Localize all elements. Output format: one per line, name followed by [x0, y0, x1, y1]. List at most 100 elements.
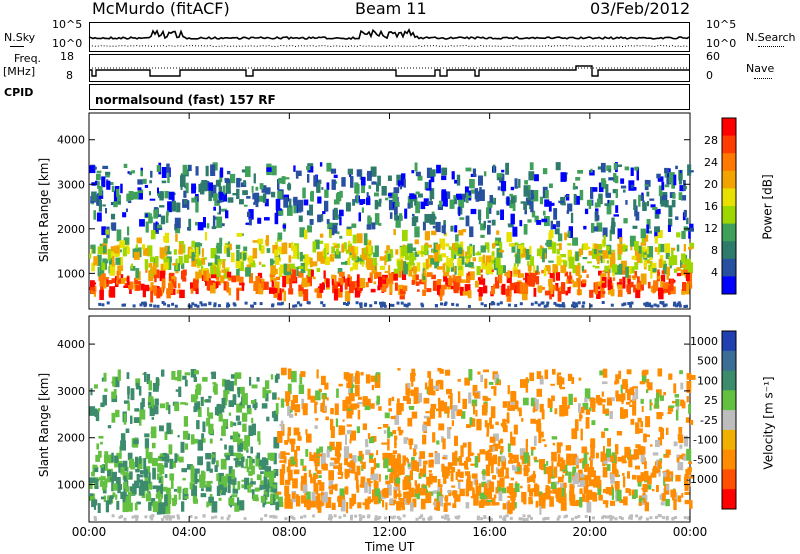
power-echo [144, 284, 150, 292]
power-echo [527, 260, 530, 267]
velocity-echo [207, 461, 210, 472]
velocity-echo [449, 427, 452, 430]
power-echo [442, 263, 446, 273]
velocity-echo [422, 472, 427, 478]
power-echo [210, 248, 217, 259]
velocity-echo [294, 404, 301, 413]
velocity-ground-echo [329, 517, 333, 521]
velocity-echo [545, 466, 551, 475]
velocity-echo [362, 423, 367, 430]
power-echo [523, 282, 529, 295]
power-echo [631, 255, 637, 260]
velocity-echo [647, 382, 653, 391]
power-echo [404, 255, 409, 261]
velocity-echo [629, 387, 635, 396]
power-echo [274, 249, 279, 257]
power-echo [260, 282, 264, 289]
velocity-echo [164, 474, 168, 478]
velocity-echo [316, 369, 319, 379]
velocity-echo [134, 408, 140, 412]
velocity-echo [317, 480, 322, 485]
power-echo [593, 249, 597, 255]
power-echo [633, 199, 637, 210]
velocity-echo [660, 501, 665, 506]
velocity-echo [538, 433, 542, 444]
power-echo [422, 289, 426, 296]
velocity-echo [687, 467, 692, 472]
power-ground-echo [227, 304, 231, 307]
velocity-echo [351, 462, 356, 474]
velocity-echo [449, 405, 455, 409]
power-echo [478, 189, 485, 201]
power-echo [198, 269, 204, 279]
power-echo [393, 229, 396, 236]
power-echo [499, 241, 503, 254]
power-echo [379, 265, 386, 270]
power-echo [127, 226, 130, 236]
power-echo [156, 290, 162, 297]
power-echo [602, 227, 608, 237]
velocity-echo [590, 438, 596, 448]
power-echo [320, 257, 327, 264]
power-echo [401, 259, 404, 271]
power-echo [531, 210, 536, 218]
power-echo [399, 289, 406, 295]
power-echo [436, 164, 441, 174]
power-ground-echo [589, 304, 593, 308]
velocity-ground-echo [144, 515, 148, 519]
colorbar-tick-label: 4 [711, 266, 718, 279]
velocity-echo [615, 484, 620, 493]
velocity-echo [120, 466, 125, 475]
power-echo [448, 258, 454, 268]
power-echo [257, 217, 262, 224]
power-echo [513, 269, 519, 275]
power-echo [646, 246, 651, 255]
velocity-echo [130, 415, 133, 424]
velocity-ground-echo [635, 514, 639, 518]
power-echo [492, 164, 496, 173]
power-echo [442, 288, 445, 296]
power-echo [426, 188, 432, 191]
velocity-echo [412, 498, 417, 508]
velocity-echo [559, 386, 566, 390]
velocity-echo [492, 443, 498, 452]
power-echo [117, 265, 124, 271]
power-echo [345, 249, 349, 254]
power-echo [545, 190, 549, 199]
velocity-echo [105, 460, 108, 471]
power-echo [106, 180, 111, 190]
velocity-echo [639, 381, 646, 385]
power-ground-echo [388, 303, 392, 307]
power-echo [356, 194, 359, 204]
velocity-echo [328, 486, 332, 489]
power-echo [475, 191, 480, 202]
velocity-echo [310, 477, 313, 484]
velocity-echo [391, 396, 395, 401]
colorbar-segment [722, 188, 736, 207]
velocity-echo [408, 438, 414, 445]
power-echo [415, 281, 420, 286]
power-echo [644, 234, 649, 242]
velocity-echo [322, 491, 328, 503]
velocity-echo [280, 367, 287, 376]
power-echo [271, 280, 275, 288]
power-echo [326, 182, 330, 190]
power-echo [351, 223, 357, 228]
velocity-echo [151, 417, 154, 420]
power-echo [467, 195, 472, 198]
velocity-echo [457, 379, 461, 382]
power-echo [348, 246, 353, 253]
power-echo [93, 210, 96, 220]
power-echo [331, 274, 336, 279]
velocity-echo [144, 433, 150, 438]
power-ground-echo [299, 303, 303, 307]
power-ground-echo [379, 301, 382, 305]
velocity-echo [289, 499, 294, 503]
velocity-echo [557, 487, 562, 500]
power-echo [236, 177, 241, 188]
velocity-echo [156, 485, 161, 493]
power-echo [666, 266, 670, 276]
velocity-echo [575, 499, 582, 507]
velocity-echo [230, 435, 234, 440]
velocity-echo [334, 459, 337, 465]
